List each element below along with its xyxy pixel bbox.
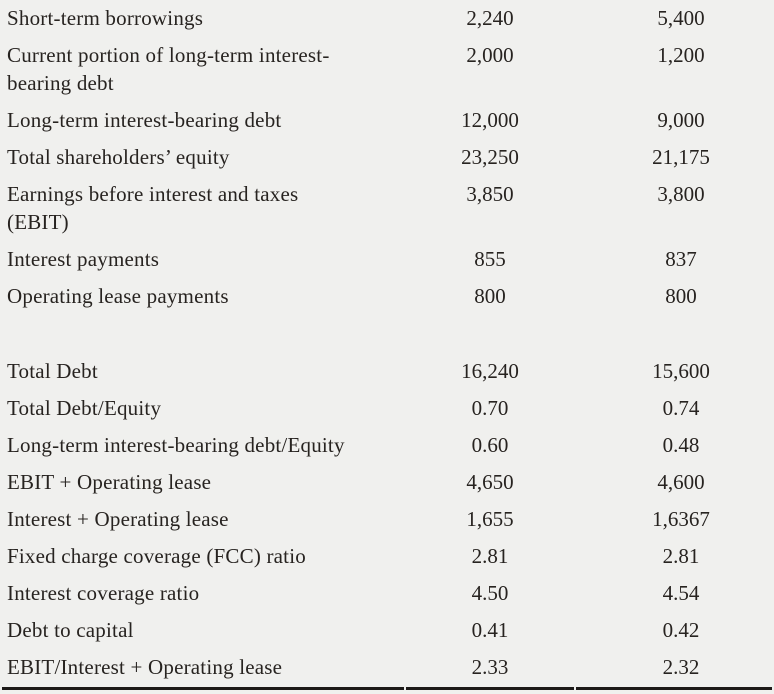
row-value-col2: 0.48 [662,433,700,457]
row-value-col1: 2.81 [471,544,509,568]
row-value-col1: 855 [474,247,506,271]
row-value-col1: 1,655 [466,507,514,531]
table-row: Interest coverage ratio 4.50 4.54 [2,575,772,612]
row-value-col1: 4,650 [466,470,514,494]
row-label [2,315,404,353]
row-value-col2: 1,200 [657,43,705,67]
row-value-col2: 1,6367 [652,507,710,531]
row-label: Total Debt [7,359,98,383]
table-row: Long-term interest-bearing debt 12,000 9,0… [2,102,772,139]
row-label: Earnings before interest and taxes (EBIT… [7,182,299,234]
row-label: Debt to capital [7,618,134,642]
row-label: EBIT + Operating lease [7,470,212,494]
table-row: EBIT/Interest + Operating lease 2.33 2.32 [2,649,772,690]
row-value-col2: 0.42 [662,618,700,642]
row-value-col1: 0.41 [471,618,509,642]
row-value-col1: 0.70 [471,396,509,420]
row-value-col2: 4.54 [662,581,700,605]
table-row: Earnings before interest and taxes (EBIT… [2,176,772,241]
row-value-col1 [406,315,574,353]
row-label: Total Debt/Equity [7,396,162,420]
row-label: EBIT/Interest + Operating lease [2,649,404,690]
row-label: Long-term interest-bearing debt/Equity [7,433,345,457]
row-value-col1: 23,250 [461,145,519,169]
table-row: Total Debt/Equity 0.70 0.74 [2,390,772,427]
table-row: Operating lease payments 800 800 [2,278,772,315]
row-label: Interest coverage ratio [7,581,200,605]
row-value-col2: 2.81 [662,544,700,568]
row-value-col2: 4,600 [657,470,705,494]
table-row: Total shareholders’ equity 23,250 21,175 [2,139,772,176]
row-label: Fixed charge coverage (FCC) ratio [7,544,306,568]
row-label: Current portion of long-term interest- b… [7,43,330,95]
table-row: Debt to capital 0.41 0.42 [2,612,772,649]
row-value-col2: 21,175 [652,145,710,169]
row-value-col1: 4.50 [471,581,509,605]
row-value-col2: 5,400 [657,6,705,30]
row-value-col2: 9,000 [657,108,705,132]
row-value-col1: 12,000 [461,108,519,132]
row-value-col2: 0.74 [662,396,700,420]
table-row: Fixed charge coverage (FCC) ratio 2.81 2.8… [2,538,772,575]
table-row: Interest payments 855 837 [2,241,772,278]
table-row: EBIT + Operating lease 4,650 4,600 [2,464,772,501]
table-row: Total Debt 16,240 15,600 [2,353,772,390]
row-value-col1: 2,240 [466,6,514,30]
row-value-col2: 800 [665,284,697,308]
table-row: Short-term borrowings 2,240 5,400 [2,0,772,37]
row-value-col1: 0.60 [471,433,509,457]
row-value-col2: 837 [665,247,697,271]
row-value-col1: 2,000 [466,43,514,67]
row-value-col2: 15,600 [652,359,710,383]
row-label: Long-term interest-bearing debt [7,108,282,132]
row-value-col2: 3,800 [657,182,705,206]
row-value-col2: 2.32 [576,649,772,690]
row-value-col1: 16,240 [461,359,519,383]
row-label: Interest + Operating lease [7,507,229,531]
row-value-col1: 800 [474,284,506,308]
row-label: Interest payments [7,247,160,271]
table-row: Current portion of long-term interest- b… [2,37,772,102]
table-row: Interest + Operating lease 1,655 1,6367 [2,501,772,538]
row-value-col2 [576,315,772,353]
table-row: Long-term interest-bearing debt/Equity 0.… [2,427,772,464]
row-label: Operating lease payments [7,284,229,308]
row-value-col1: 3,850 [466,182,514,206]
spacer-row [2,315,772,353]
row-value-col1: 2.33 [406,649,574,690]
row-label: Short-term borrowings [7,6,204,30]
row-label: Total shareholders’ equity [7,145,230,169]
